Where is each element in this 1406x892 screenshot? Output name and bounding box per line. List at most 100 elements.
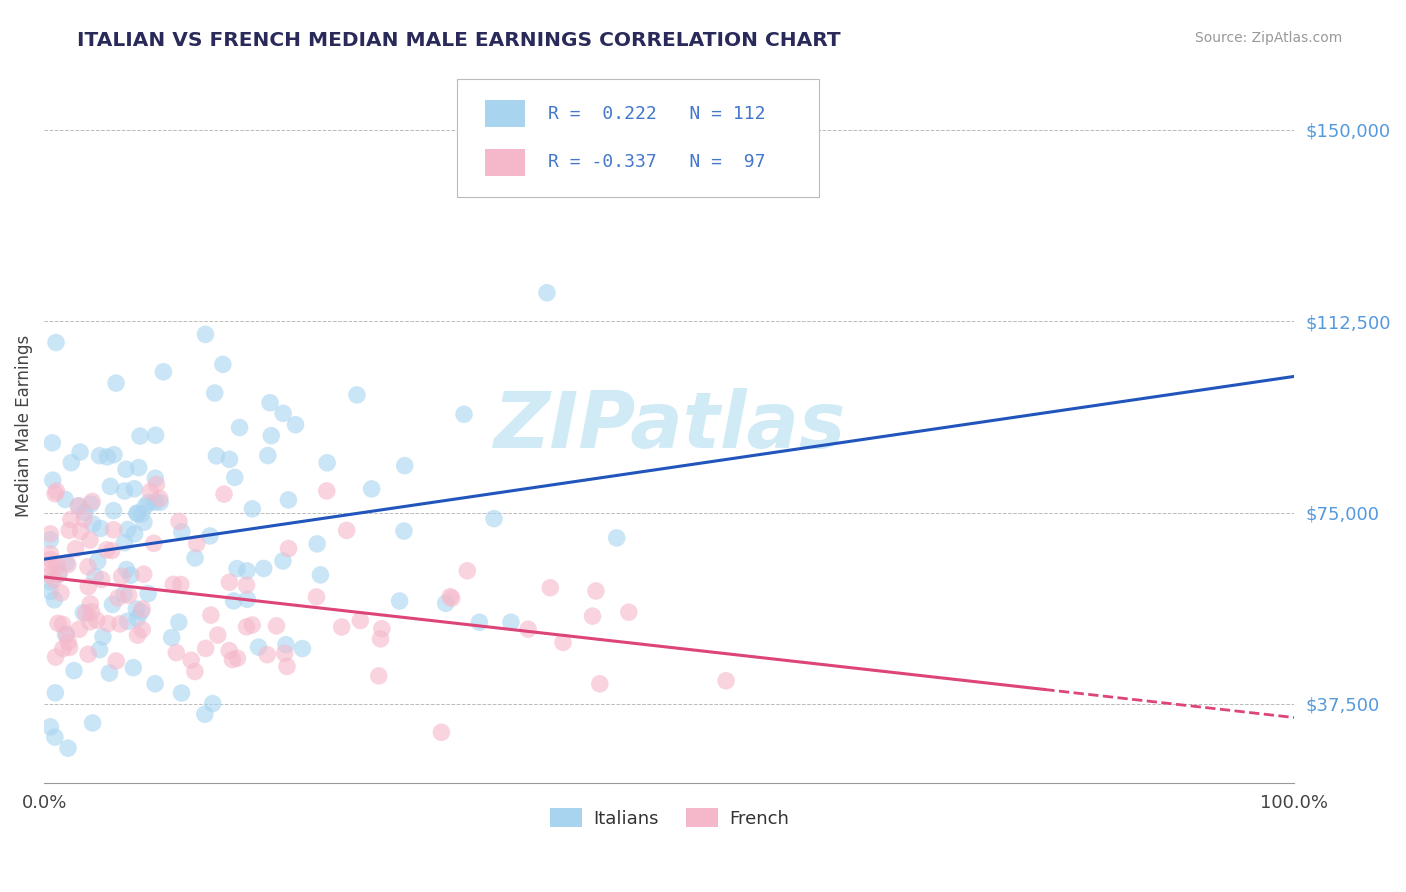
Point	[79, 533, 101, 548]
Point	[581, 609, 603, 624]
Point	[45, 483, 67, 498]
Point	[538, 581, 561, 595]
Legend: Italians, French: Italians, French	[543, 801, 796, 835]
Point	[45, 335, 67, 350]
Point	[236, 564, 259, 578]
Point	[617, 605, 640, 619]
Point	[536, 285, 558, 300]
Point	[84, 569, 107, 583]
Point	[434, 596, 457, 610]
Point	[56, 741, 79, 756]
Point	[186, 536, 208, 550]
Point	[184, 551, 207, 566]
Point	[100, 543, 122, 558]
Point	[115, 562, 138, 576]
Point	[260, 428, 283, 442]
Point	[48, 566, 70, 581]
Point	[316, 456, 339, 470]
Point	[73, 512, 96, 526]
Point	[115, 462, 138, 476]
Point	[499, 615, 522, 630]
Point	[44, 486, 66, 500]
Point	[170, 577, 193, 591]
Point	[67, 499, 90, 513]
Point	[46, 616, 69, 631]
Point	[79, 597, 101, 611]
Point	[60, 456, 83, 470]
Point	[103, 448, 125, 462]
Point	[240, 501, 263, 516]
Point	[45, 650, 67, 665]
Point	[430, 725, 453, 739]
Point	[98, 666, 121, 681]
Text: R = -0.337   N =  97: R = -0.337 N = 97	[548, 153, 765, 171]
Point	[439, 590, 461, 604]
Point	[86, 613, 108, 627]
Point	[273, 646, 295, 660]
Point	[136, 587, 159, 601]
Point	[180, 653, 202, 667]
Point	[276, 659, 298, 673]
Point	[240, 618, 263, 632]
Point	[218, 452, 240, 467]
Point	[39, 533, 62, 547]
Point	[67, 622, 90, 636]
Point	[212, 487, 235, 501]
Point	[204, 386, 226, 401]
Point	[253, 561, 276, 575]
Point	[170, 686, 193, 700]
Point	[211, 357, 233, 371]
Point	[75, 607, 97, 621]
Point	[184, 665, 207, 679]
Point	[101, 598, 124, 612]
Point	[330, 620, 353, 634]
Text: ITALIAN VS FRENCH MEDIAN MALE EARNINGS CORRELATION CHART: ITALIAN VS FRENCH MEDIAN MALE EARNINGS C…	[77, 31, 841, 50]
Point	[127, 611, 149, 625]
Point	[440, 591, 463, 606]
Point	[122, 661, 145, 675]
Point	[114, 535, 136, 549]
Point	[152, 365, 174, 379]
Point	[222, 594, 245, 608]
Point	[90, 521, 112, 535]
Point	[198, 529, 221, 543]
Point	[274, 638, 297, 652]
Point	[138, 496, 160, 510]
Point	[149, 491, 172, 506]
Point	[52, 641, 75, 656]
Point	[39, 568, 62, 582]
Point	[48, 567, 70, 582]
Point	[124, 482, 146, 496]
Point	[39, 720, 62, 734]
Point	[194, 327, 217, 342]
Point	[589, 677, 612, 691]
Point	[200, 608, 222, 623]
Point	[103, 503, 125, 517]
Point	[291, 641, 314, 656]
Point	[585, 584, 607, 599]
Point	[482, 511, 505, 525]
Point	[124, 527, 146, 541]
Point	[41, 473, 63, 487]
Point	[65, 541, 87, 556]
Point	[58, 635, 80, 649]
Point	[89, 642, 111, 657]
Point	[266, 619, 288, 633]
Point	[53, 492, 76, 507]
Point	[39, 547, 62, 561]
Point	[82, 516, 104, 531]
Point	[80, 497, 103, 511]
Point	[305, 590, 328, 604]
Point	[105, 376, 128, 390]
Point	[39, 526, 62, 541]
Point	[96, 450, 118, 464]
Point	[371, 622, 394, 636]
Point	[39, 574, 62, 589]
Point	[58, 524, 80, 538]
Point	[69, 524, 91, 539]
Point	[56, 558, 79, 572]
Point	[205, 449, 228, 463]
Point	[142, 536, 165, 550]
Point	[125, 507, 148, 521]
Point	[277, 492, 299, 507]
